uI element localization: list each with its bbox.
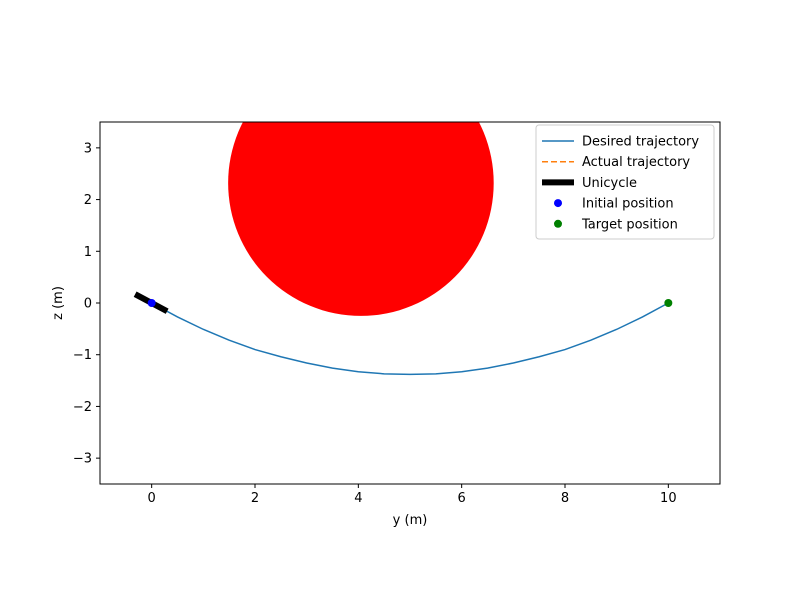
legend: Desired trajectory Actual trajectory Unicy… xyxy=(535,124,715,240)
y-tick-label: −3 xyxy=(73,452,92,467)
x-tick-label: 10 xyxy=(660,491,677,506)
y-axis: −3 −2 −1 0 1 2 3 xyxy=(73,141,100,467)
legend-box xyxy=(535,124,715,240)
legend-label-unicycle: Unicycle xyxy=(582,176,637,191)
obstacle-circle xyxy=(228,122,494,316)
y-tick-label: −1 xyxy=(73,348,92,363)
plot-area xyxy=(133,122,673,376)
legend-label-actual-trajectory: Actual trajectory xyxy=(582,155,690,170)
legend-label-desired-trajectory: Desired trajectory xyxy=(582,135,699,150)
y-tick-label: −2 xyxy=(73,400,92,415)
legend-label-target-position: Target position xyxy=(581,217,678,232)
x-axis-label: y (m) xyxy=(393,513,428,528)
x-tick-label: 6 xyxy=(458,491,466,506)
y-tick-label: 1 xyxy=(84,245,92,260)
y-tick-label: 2 xyxy=(84,193,92,208)
y-axis-label: z (m) xyxy=(51,286,66,320)
y-tick-label: 3 xyxy=(84,141,92,156)
x-tick-label: 0 xyxy=(148,491,156,506)
legend-handle-initial-position xyxy=(554,199,562,208)
legend-handle-target-position xyxy=(554,219,562,228)
legend-label-initial-position: Initial position xyxy=(582,197,674,212)
series-line-desired-trajectory xyxy=(151,302,669,376)
marker-target-position xyxy=(664,299,673,307)
x-tick-label: 8 xyxy=(561,491,569,506)
marker-initial-position xyxy=(147,299,156,307)
y-tick-label: 0 xyxy=(84,297,92,312)
x-tick-label: 4 xyxy=(354,491,362,506)
x-tick-label: 2 xyxy=(251,491,259,506)
x-axis: 0 2 4 6 8 10 xyxy=(148,484,677,506)
